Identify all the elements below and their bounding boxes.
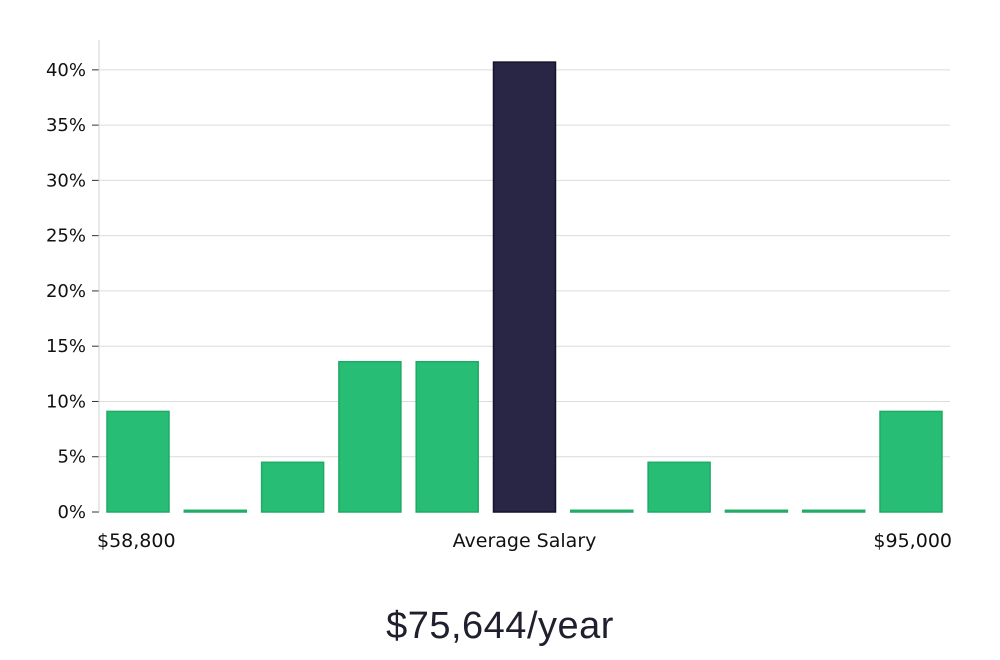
bar <box>183 509 248 513</box>
bar <box>338 360 402 513</box>
bar <box>260 461 325 513</box>
y-tick-label: 30% <box>46 170 86 191</box>
bar <box>724 509 789 513</box>
x-max-label: $95,000 <box>873 530 952 552</box>
bar <box>415 360 479 513</box>
average-salary-text: $75,644/year <box>386 605 614 647</box>
y-tick-label: 0% <box>57 502 86 523</box>
y-axis-ticks: 0% 5% 10% 15% 20% 25% 30% 35% 40% <box>46 60 99 523</box>
y-tick-label: 25% <box>46 226 86 247</box>
y-tick-label: 10% <box>46 391 86 412</box>
y-tick-label: 15% <box>46 336 86 357</box>
y-tick-label: 40% <box>46 60 86 81</box>
bar <box>570 509 634 513</box>
bar <box>106 410 170 513</box>
bar <box>647 461 711 513</box>
y-tick-label: 20% <box>46 281 86 302</box>
x-axis-title: Average Salary <box>453 530 597 552</box>
bars <box>106 61 943 513</box>
bar <box>879 410 943 513</box>
x-min-label: $58,800 <box>97 530 176 552</box>
y-tick-label: 35% <box>46 115 86 136</box>
y-tick-label: 5% <box>57 447 86 468</box>
bar-highlight <box>492 61 557 513</box>
salary-histogram: 0% 5% 10% 15% 20% 25% 30% 35% 40% $58,800 Averag… <box>46 40 952 552</box>
bar <box>801 509 866 513</box>
